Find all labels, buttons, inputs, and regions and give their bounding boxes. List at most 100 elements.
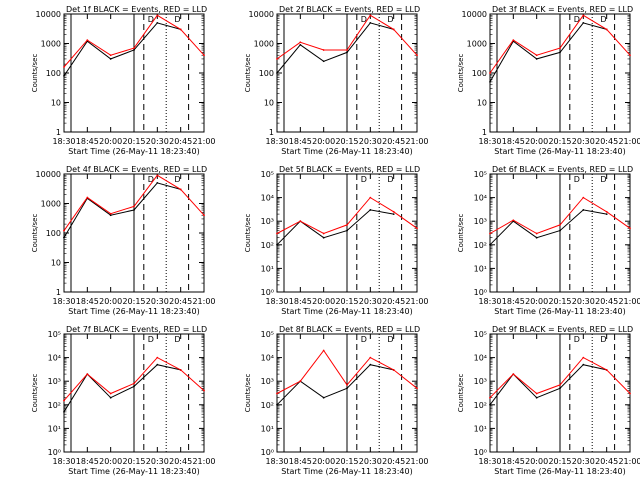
data-point-events bbox=[63, 236, 65, 239]
y-tick-label: 10⁵ bbox=[261, 170, 274, 179]
x-tick-label: 20:15 bbox=[335, 457, 358, 466]
data-point-lld bbox=[629, 227, 631, 230]
data-point-lld bbox=[605, 210, 608, 213]
data-point-events bbox=[346, 51, 348, 54]
x-tick-label: 20:30 bbox=[146, 297, 169, 306]
x-tick-label: 21:00 bbox=[405, 457, 428, 466]
data-point-lld bbox=[299, 41, 302, 44]
x-tick-label: 20:45 bbox=[595, 137, 618, 146]
data-point-lld bbox=[322, 349, 325, 352]
panel-title: Det 2f BLACK = Events, RED = LLD bbox=[279, 5, 420, 14]
y-tick-label: 10⁰ bbox=[474, 448, 487, 457]
y-tick-label: 100 bbox=[46, 229, 61, 238]
x-tick-label: 21:00 bbox=[618, 297, 640, 306]
data-point-events bbox=[369, 363, 372, 366]
x-tick-label: 18:30 bbox=[52, 457, 75, 466]
data-point-lld bbox=[156, 14, 159, 17]
x-tick-label: 18:45 bbox=[289, 297, 312, 306]
data-point-events bbox=[156, 181, 159, 184]
data-point-lld bbox=[512, 219, 515, 222]
panel-det-9: Det 9f BLACK = Events, RED = LLD 10⁰ 10¹ 10… bbox=[457, 325, 640, 476]
y-tick-label: 10¹ bbox=[48, 424, 61, 433]
data-point-lld bbox=[203, 54, 205, 57]
panel-annotation: D bbox=[148, 335, 154, 344]
x-tick-label: 21:00 bbox=[618, 137, 640, 146]
data-point-lld bbox=[109, 392, 112, 395]
data-point-events bbox=[559, 229, 561, 232]
y-tick-label: 10² bbox=[261, 241, 274, 250]
x-tick-label: 20:15 bbox=[122, 137, 145, 146]
y-tick-label: 10000 bbox=[462, 10, 487, 19]
y-tick-label: 10⁰ bbox=[48, 448, 61, 457]
panel-annotation: D bbox=[387, 175, 393, 184]
data-point-lld bbox=[276, 392, 278, 395]
panel-annotation: D bbox=[148, 15, 154, 24]
data-point-events bbox=[559, 387, 561, 390]
x-tick-label: 21:00 bbox=[405, 297, 428, 306]
y-tick-label: 10⁵ bbox=[474, 170, 487, 179]
panel-title: Det 1f BLACK = Events, RED = LLD bbox=[66, 5, 207, 14]
y-axis-title: Counts/sec bbox=[31, 54, 39, 93]
y-tick-label: 10² bbox=[261, 401, 274, 410]
y-tick-label: 10 bbox=[264, 99, 274, 108]
panel-annotation: D bbox=[574, 15, 580, 24]
x-tick-label: 20:15 bbox=[122, 297, 145, 306]
x-tick-label: 20:00 bbox=[312, 137, 335, 146]
x-axis-title: Start Time (26-May-11 18:23:40) bbox=[68, 147, 199, 156]
x-tick-label: 20:30 bbox=[359, 137, 382, 146]
data-point-lld bbox=[109, 212, 112, 215]
data-point-lld bbox=[416, 227, 418, 230]
y-tick-label: 10⁴ bbox=[474, 354, 487, 363]
x-tick-label: 21:00 bbox=[192, 457, 215, 466]
data-point-lld bbox=[559, 47, 561, 49]
y-tick-label: 1 bbox=[269, 128, 274, 137]
y-axis-title: Counts/sec bbox=[457, 374, 465, 413]
panel-annotation: D bbox=[387, 15, 393, 24]
data-point-events bbox=[535, 58, 538, 60]
data-point-lld bbox=[86, 196, 89, 199]
x-tick-label: 20:15 bbox=[335, 297, 358, 306]
y-tick-label: 10000 bbox=[36, 170, 61, 179]
y-tick-label: 1000 bbox=[41, 200, 61, 209]
series-line-events bbox=[276, 364, 394, 406]
y-tick-label: 10¹ bbox=[261, 264, 274, 273]
series-line-events bbox=[63, 364, 181, 413]
x-tick-label: 20:30 bbox=[359, 297, 382, 306]
data-point-lld bbox=[179, 188, 182, 191]
data-point-lld bbox=[535, 54, 538, 57]
x-tick-label: 20:45 bbox=[169, 457, 192, 466]
panel-title: Det 8f BLACK = Events, RED = LLD bbox=[279, 325, 420, 334]
x-tick-label: 20:30 bbox=[572, 297, 595, 306]
data-point-lld bbox=[416, 54, 418, 57]
x-tick-label: 20:00 bbox=[99, 297, 122, 306]
data-point-lld bbox=[203, 389, 205, 392]
panel-annotation: D bbox=[174, 175, 180, 184]
panel-annotation: D bbox=[600, 15, 606, 24]
y-tick-label: 10³ bbox=[261, 217, 274, 226]
y-tick-label: 10⁵ bbox=[261, 330, 274, 339]
x-axis-title: Start Time (26-May-11 18:23:40) bbox=[68, 467, 199, 476]
data-point-lld bbox=[179, 369, 182, 371]
data-point-events bbox=[582, 363, 585, 366]
x-tick-label: 18:45 bbox=[289, 457, 312, 466]
data-point-lld bbox=[629, 54, 631, 57]
x-tick-label: 18:45 bbox=[502, 457, 525, 466]
x-tick-label: 20:00 bbox=[525, 457, 548, 466]
y-tick-label: 10³ bbox=[474, 377, 487, 386]
data-point-events bbox=[109, 58, 112, 60]
panel-title: Det 5f BLACK = Events, RED = LLD bbox=[279, 165, 420, 174]
panel-det-3: Det 3f BLACK = Events, RED = LLD 1 10 100 10… bbox=[457, 5, 640, 156]
panel-det-7: Det 7f BLACK = Events, RED = LLD 10⁰ 10¹ 10… bbox=[31, 325, 216, 476]
y-tick-label: 10⁴ bbox=[261, 354, 274, 363]
x-tick-label: 21:00 bbox=[618, 457, 640, 466]
data-point-lld bbox=[346, 49, 348, 51]
x-tick-label: 18:30 bbox=[265, 457, 288, 466]
data-point-lld bbox=[392, 28, 395, 31]
data-point-lld bbox=[133, 382, 135, 385]
data-point-lld bbox=[133, 205, 135, 208]
data-point-lld bbox=[582, 356, 585, 359]
panel-title: Det 3f BLACK = Events, RED = LLD bbox=[492, 5, 633, 14]
panel-det-8: Det 8f BLACK = Events, RED = LLD 10⁰ 10¹ 10… bbox=[244, 325, 429, 476]
y-tick-label: 10¹ bbox=[474, 424, 487, 433]
